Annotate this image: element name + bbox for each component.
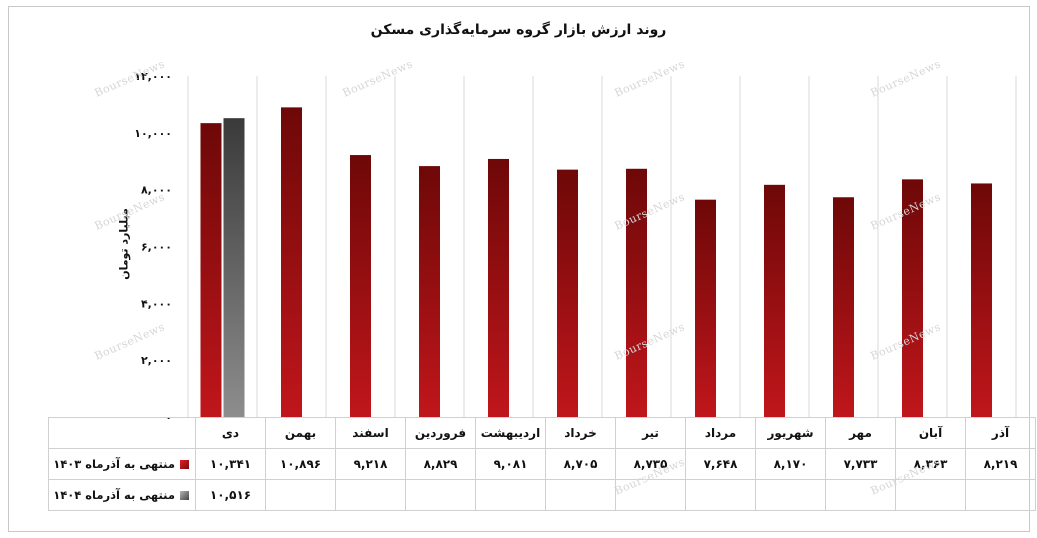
data-table: دی بهمن اسفند فروردین اردیبهشت خرداد تیر… xyxy=(48,417,1036,511)
y-tick-label: ۲,۰۰۰ xyxy=(141,354,172,367)
table-cell: ۱۰,۸۹۶ xyxy=(265,448,336,480)
table-cell: ۸,۳۶۳ xyxy=(895,448,966,480)
bar-1403 xyxy=(281,107,302,417)
category-label: مهر xyxy=(825,417,896,449)
category-label: تیر xyxy=(615,417,686,449)
table-row-series-1403: منتهی به آذرماه ۱۴۰۳ ۱۰,۳۴۱ ۱۰,۸۹۶ ۹,۲۱۸… xyxy=(48,448,1036,480)
bar-1403 xyxy=(695,199,716,417)
bar-1403 xyxy=(488,158,509,418)
table-cell: ۸,۱۷۰ xyxy=(755,448,826,480)
table-cell: ۹,۲۱۸ xyxy=(335,448,406,480)
bar-1403 xyxy=(350,155,371,417)
category-label: آذر xyxy=(965,417,1036,449)
category-label: فروردین xyxy=(405,417,476,449)
bar-1403 xyxy=(419,166,440,417)
legend-swatch-red xyxy=(180,460,189,469)
table-cell xyxy=(965,479,1036,511)
table-cell xyxy=(685,479,756,511)
table-row-series-1404: منتهی به آذرماه ۱۴۰۴ ۱۰,۵۱۶ xyxy=(48,479,1036,511)
category-label: اردیبهشت xyxy=(475,417,546,449)
legend-swatch-gray xyxy=(180,491,189,500)
table-cell: ۸,۷۰۵ xyxy=(545,448,616,480)
table-corner xyxy=(48,417,196,449)
y-tick-label: ۴,۰۰۰ xyxy=(141,297,172,310)
bar-1403 xyxy=(971,183,992,417)
table-cell: ۱۰,۳۴۱ xyxy=(195,448,266,480)
legend-key-1404: منتهی به آذرماه ۱۴۰۴ xyxy=(48,479,196,511)
y-tick-label: ۸,۰۰۰ xyxy=(141,184,172,197)
y-tick-label: ۱۰,۰۰۰ xyxy=(134,127,172,140)
table-cell: ۸,۷۳۵ xyxy=(615,448,686,480)
table-cell xyxy=(335,479,406,511)
chart-frame xyxy=(8,6,1030,532)
legend-key-1403: منتهی به آذرماه ۱۴۰۳ xyxy=(48,448,196,480)
category-label: مرداد xyxy=(685,417,756,449)
table-cell xyxy=(825,479,896,511)
y-tick-label: ۱۲,۰۰۰ xyxy=(134,70,172,83)
table-cell xyxy=(755,479,826,511)
table-cell xyxy=(475,479,546,511)
table-cell xyxy=(405,479,476,511)
category-label: بهمن xyxy=(265,417,336,449)
bar-1403 xyxy=(833,197,854,417)
bar-1403 xyxy=(626,168,647,417)
bar-1403 xyxy=(200,123,222,417)
table-cell xyxy=(895,479,966,511)
legend-label: منتهی به آذرماه ۱۴۰۴ xyxy=(53,488,175,502)
category-label: آبان xyxy=(895,417,966,449)
bar-1403 xyxy=(902,179,923,417)
bar-1404 xyxy=(223,118,245,417)
legend-label: منتهی به آذرماه ۱۴۰۳ xyxy=(53,457,175,471)
chart-title: روند ارزش بازار گروه سرمایه‌گذاری مسکن xyxy=(370,22,667,38)
table-cell xyxy=(265,479,336,511)
category-label: اسفند xyxy=(335,417,406,449)
table-cell: ۷,۷۳۳ xyxy=(825,448,896,480)
table-cell xyxy=(545,479,616,511)
table-header-row: دی بهمن اسفند فروردین اردیبهشت خرداد تیر… xyxy=(48,417,1036,449)
bar-1403 xyxy=(764,184,785,417)
bar-1403 xyxy=(557,169,578,417)
table-cell: ۹,۰۸۱ xyxy=(475,448,546,480)
table-cell: ۱۰,۵۱۶ xyxy=(195,479,266,511)
table-cell: ۸,۸۲۹ xyxy=(405,448,476,480)
y-tick-label: ۶,۰۰۰ xyxy=(141,241,172,254)
category-label: دی xyxy=(195,417,266,449)
table-cell: ۷,۶۴۸ xyxy=(685,448,756,480)
category-label: خرداد xyxy=(545,417,616,449)
category-label: شهریور xyxy=(755,417,826,449)
table-cell: ۸,۲۱۹ xyxy=(965,448,1036,480)
